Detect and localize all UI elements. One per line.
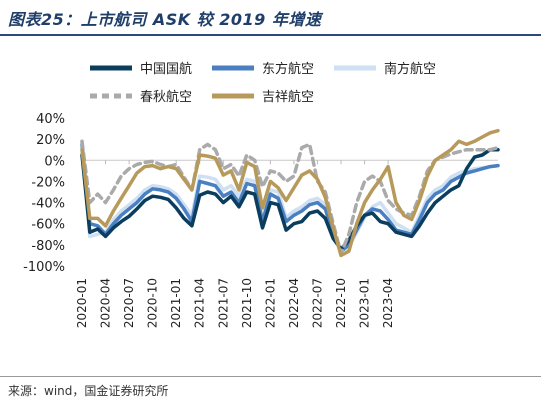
x-tick-label: 2020-04 [99, 278, 113, 328]
legend-label: 春秋航空 [140, 89, 192, 105]
y-tick-label: -100% [23, 260, 65, 275]
x-tick-label: 2022-10 [334, 278, 348, 328]
series-line [80, 128, 500, 258]
legend-item: 东方航空 [212, 61, 314, 77]
legend-label: 南方航空 [384, 61, 436, 77]
x-tick-label: 2022-01 [263, 278, 277, 328]
title-divider [0, 34, 541, 36]
y-tick-label: -40% [31, 197, 65, 212]
legend-item: 春秋航空 [90, 89, 192, 105]
y-tick-label: 40% [36, 112, 65, 127]
y-tick-label: -60% [31, 218, 65, 233]
footer-divider [0, 376, 541, 377]
x-tick-label: 2021-10 [240, 278, 254, 328]
legend-label: 东方航空 [262, 61, 314, 77]
series-line [80, 139, 500, 253]
legend-item: 南方航空 [334, 61, 436, 77]
x-tick-label: 2021-07 [216, 278, 230, 328]
figure-title: 图表25：上市航司 ASK 较 2019 年增速 [8, 10, 322, 29]
legend-item: 吉祥航空 [212, 89, 314, 105]
chart-axes: 40% 20% 0% -20% -40% -60% -80% -100% 2020-01 2020… [23, 112, 498, 328]
x-tick-label: 2022-07 [310, 278, 324, 328]
series-line [80, 139, 500, 256]
x-tick-label: 2023-01 [358, 278, 372, 328]
y-tick-label: 20% [36, 133, 65, 148]
x-tick-label: 2023-04 [381, 278, 395, 328]
x-tick-label: 2021-04 [193, 278, 207, 328]
figure-source: 来源：wind，国金证券研究所 [8, 384, 169, 398]
y-tick-label: 0% [44, 154, 65, 169]
chart-series-lines [80, 128, 500, 258]
x-tick-label: 2022-04 [287, 278, 301, 328]
x-tick-label: 2020-07 [122, 278, 136, 328]
y-tick-label: -80% [31, 239, 65, 254]
x-tick-label: 2020-10 [146, 278, 160, 328]
series-line [80, 142, 500, 253]
x-tick-label: 2020-01 [75, 278, 89, 328]
legend-label: 中国国航 [140, 61, 192, 77]
x-tick-label: 2021-01 [169, 278, 183, 328]
legend-label: 吉祥航空 [262, 89, 314, 105]
series-line [80, 147, 500, 251]
y-tick-label: -20% [31, 175, 65, 190]
legend-item: 中国国航 [90, 61, 192, 77]
